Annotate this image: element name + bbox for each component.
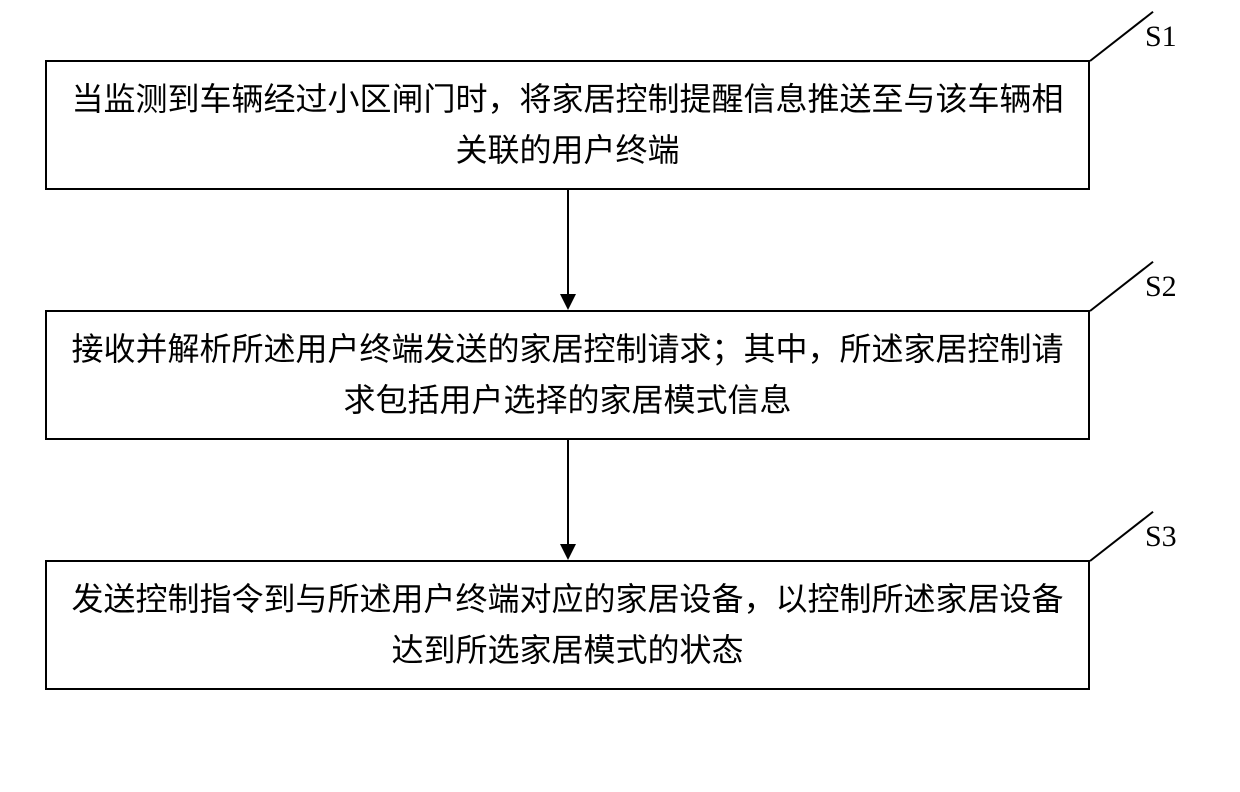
flowchart-node-text: 发送控制指令到与所述用户终端对应的家居设备，以控制所述家居设备达到所选家居模式的… [67, 574, 1068, 676]
flowchart-edge [567, 440, 569, 544]
arrow-head-icon [560, 544, 576, 560]
flowchart-node-text: 当监测到车辆经过小区闸门时，将家居控制提醒信息推送至与该车辆相关联的用户终端 [67, 74, 1068, 176]
flowchart-label-s2: S2 [1145, 270, 1177, 304]
flowchart-label-s1: S1 [1145, 20, 1177, 54]
flowchart-edge [567, 190, 569, 294]
flowchart-node-s2: 接收并解析所述用户终端发送的家居控制请求；其中，所述家居控制请求包括用户选择的家… [45, 310, 1090, 440]
flowchart-node-s1: 当监测到车辆经过小区闸门时，将家居控制提醒信息推送至与该车辆相关联的用户终端 [45, 60, 1090, 190]
arrow-head-icon [560, 294, 576, 310]
flowchart-label-s3: S3 [1145, 520, 1177, 554]
flowchart-node-s3: 发送控制指令到与所述用户终端对应的家居设备，以控制所述家居设备达到所选家居模式的… [45, 560, 1090, 690]
flowchart-node-text: 接收并解析所述用户终端发送的家居控制请求；其中，所述家居控制请求包括用户选择的家… [67, 324, 1068, 426]
